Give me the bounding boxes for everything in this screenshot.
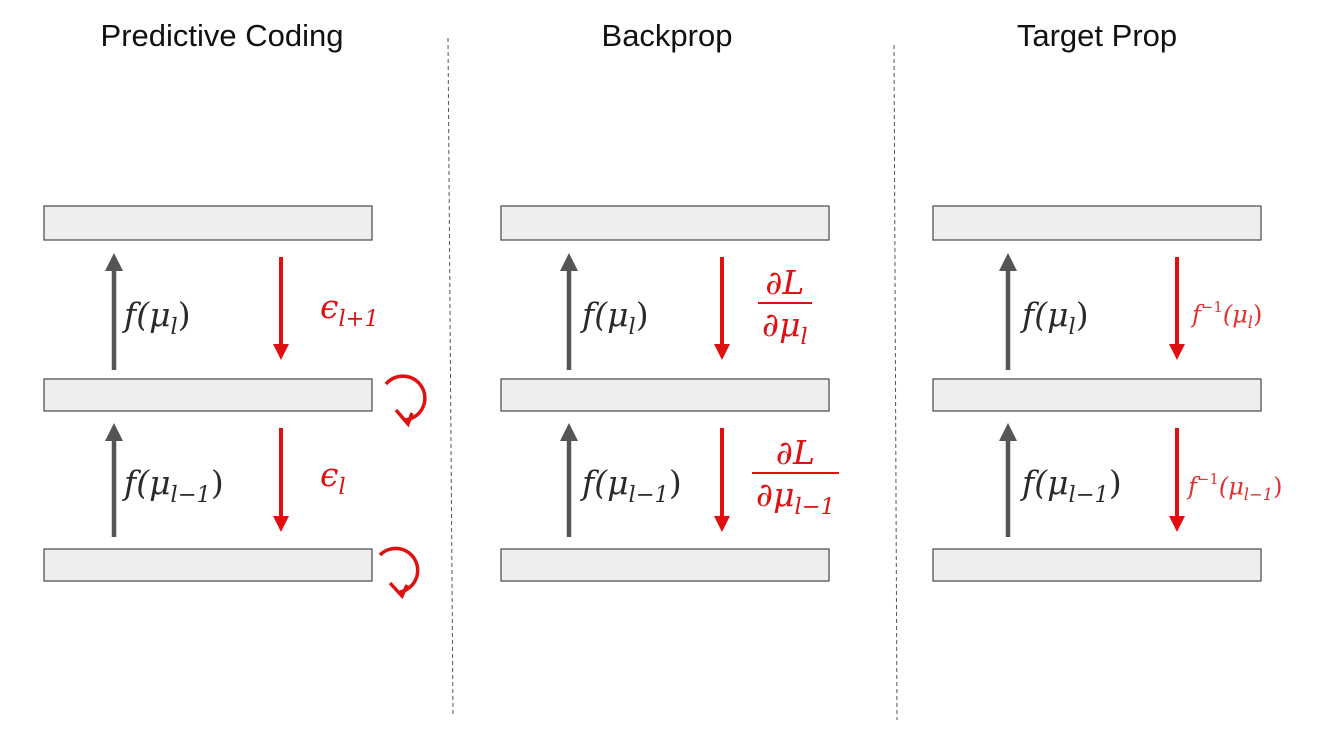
layer-box [500,205,830,241]
forward-label: f(μl−1) [582,463,682,508]
layer-box [43,205,373,241]
self-update-loop-icon [378,546,420,594]
forward-label: f(μl−1) [1022,463,1122,508]
panel-divider [893,44,898,721]
error-label: ϵl [320,455,346,500]
panel-title-target-prop: Target Prop [1016,18,1178,53]
layer-box [43,548,373,582]
forward-label: f(μl) [582,295,649,340]
error-label: ϵl+1 [320,287,379,332]
panel-title-backprop: Backprop [601,18,733,53]
forward-label: f(μl) [1022,295,1089,340]
layer-box [932,205,1262,241]
inverse-label: f−1(μl−1) [1188,470,1283,505]
forward-label: f(μl−1) [124,463,224,508]
self-update-loop-icon [384,374,427,422]
layer-box [500,548,830,582]
panel-divider [447,37,454,716]
layer-box [500,378,830,412]
layer-box [43,378,373,412]
gradient-label: ∂L ∂μl−1 [752,436,839,518]
self-update-loop-arrowhead [394,408,414,428]
layer-box [932,378,1262,412]
inverse-label: f−1(μl) [1192,298,1263,333]
gradient-label: ∂L ∂μl [758,266,812,348]
layer-box [932,548,1262,582]
panel-title-predictive-coding: Predictive Coding [100,18,344,53]
self-update-loop-arrowhead [388,581,409,600]
forward-label: f(μl) [124,295,191,340]
